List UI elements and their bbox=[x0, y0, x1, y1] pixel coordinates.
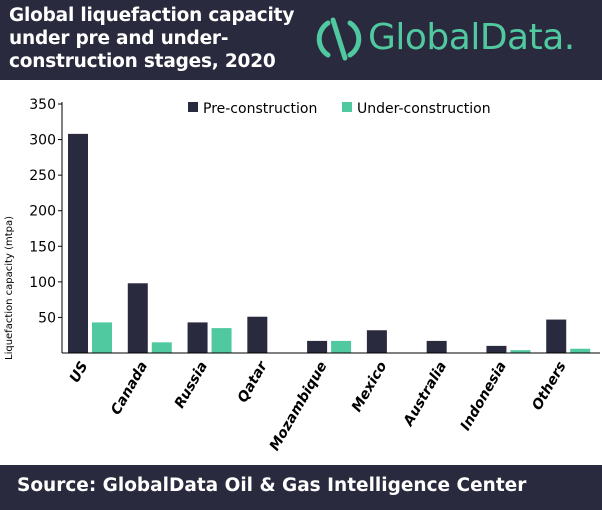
bar-mexico-pre-construction bbox=[366, 330, 387, 353]
bar-russia-pre-construction bbox=[187, 322, 208, 353]
bars bbox=[68, 133, 591, 353]
bar-others-pre-construction bbox=[546, 319, 567, 353]
logo-wordmark: GlobalData. bbox=[368, 17, 575, 58]
bar-us-pre-construction bbox=[68, 133, 88, 353]
source-note: Source: GlobalData Oil & Gas Intelligenc… bbox=[17, 475, 527, 496]
legend-swatch bbox=[342, 102, 352, 112]
bar-canada-pre-construction bbox=[127, 283, 148, 353]
y-tick-label: 350 bbox=[29, 97, 56, 113]
y-tick-label: 100 bbox=[29, 275, 56, 291]
x-tick-label: Others bbox=[529, 359, 570, 413]
header-banner: Global liquefaction capacity under pre a… bbox=[0, 0, 602, 80]
bar-canada-under-construction bbox=[151, 342, 172, 353]
x-tick-label: Canada bbox=[108, 359, 151, 418]
chart-title: Global liquefaction capacity under pre a… bbox=[9, 4, 309, 73]
y-axis-ticks: 50 100 150 200 250 300 350 bbox=[29, 97, 62, 326]
x-tick-label: Australia bbox=[400, 359, 450, 430]
bar-russia-under-construction bbox=[211, 328, 232, 353]
x-tick-label: Indonesia bbox=[458, 359, 510, 434]
x-tick-label: Qatar bbox=[235, 358, 272, 405]
bar-indonesia-pre-construction bbox=[486, 345, 507, 353]
x-tick-label: Mexico bbox=[349, 359, 391, 415]
x-tick-label: US bbox=[67, 359, 92, 386]
legend: Pre-construction Under-construction bbox=[188, 101, 491, 117]
legend-label: Pre-construction bbox=[203, 101, 317, 117]
legend-label: Under-construction bbox=[357, 101, 491, 117]
chart-area: Liquefaction capacity (mtpa) 50 100 150 200… bbox=[0, 80, 602, 465]
x-tick-label: Mozambique bbox=[267, 359, 331, 454]
bar-us-under-construction bbox=[92, 322, 112, 353]
title-line-3: construction stages, 2020 bbox=[9, 51, 276, 72]
footer-banner: Source: GlobalData Oil & Gas Intelligenc… bbox=[0, 465, 602, 510]
y-tick-label: 300 bbox=[29, 133, 56, 149]
x-tick-label: Russia bbox=[172, 359, 211, 411]
y-tick-label: 150 bbox=[29, 239, 56, 255]
y-tick-label: 50 bbox=[38, 310, 56, 326]
bar-chart: Liquefaction capacity (mtpa) 50 100 150 200… bbox=[4, 97, 600, 454]
legend-swatch bbox=[188, 102, 198, 112]
y-tick-label: 200 bbox=[29, 204, 56, 220]
bar-indonesia-under-construction bbox=[510, 350, 531, 353]
bar-others-under-construction bbox=[570, 348, 591, 353]
title-line-1: Global liquefaction capacity bbox=[9, 5, 295, 26]
title-line-2: under pre and under- bbox=[9, 28, 229, 49]
y-tick-label: 250 bbox=[29, 168, 56, 184]
bar-mozambique-pre-construction bbox=[307, 340, 328, 353]
bar-mozambique-under-construction bbox=[331, 340, 352, 353]
bar-qatar-pre-construction bbox=[247, 316, 268, 353]
globaldata-logo: GlobalData. bbox=[312, 14, 597, 64]
globaldata-logo-icon bbox=[316, 17, 362, 61]
bar-australia-pre-construction bbox=[426, 340, 447, 353]
y-axis-label: Liquefaction capacity (mtpa) bbox=[4, 216, 15, 360]
